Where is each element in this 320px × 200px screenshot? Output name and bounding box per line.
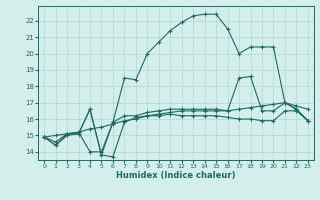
X-axis label: Humidex (Indice chaleur): Humidex (Indice chaleur) [116,171,236,180]
